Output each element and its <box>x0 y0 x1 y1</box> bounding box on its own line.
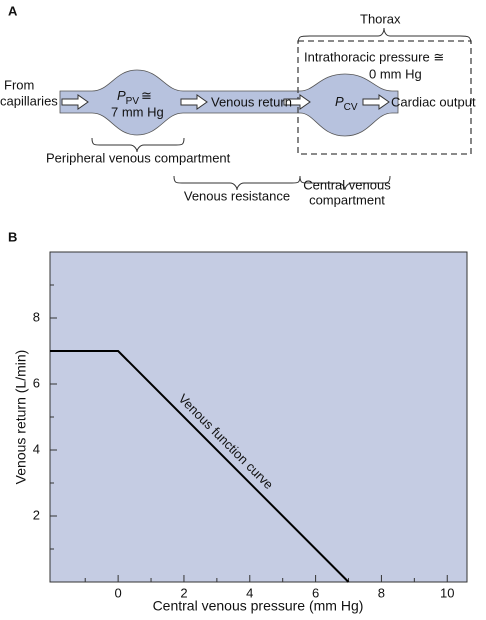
source-label: From <box>4 77 34 92</box>
cardiac-output-label: Cardiac output <box>391 94 476 109</box>
central-compartment-label: Central venous <box>303 177 391 192</box>
y-tick-label: 8 <box>33 309 40 324</box>
flow-arrows <box>61 94 390 110</box>
y-axis-label: Venous return (L/min) <box>13 350 29 485</box>
x-tick-label: 0 <box>115 585 122 600</box>
panel-label: B <box>8 229 17 244</box>
pressure-relation: ≅ <box>141 88 152 103</box>
x-tick-label: 10 <box>440 585 454 600</box>
intrathoracic-label: 0 mm Hg <box>369 66 422 81</box>
peripheral-pressure-value: 7 mm Hg <box>111 104 164 119</box>
central-pressure: PCV <box>335 94 358 112</box>
pressure-subscript: CV <box>344 102 358 113</box>
venous-return-label: Venous return <box>211 94 292 109</box>
x-axis-label: Central venous pressure (mm Hg) <box>153 598 364 614</box>
intrathoracic-label: Intrathoracic pressure ≅ <box>304 49 444 64</box>
x-tick-label: 2 <box>180 585 187 600</box>
panel-label: A <box>8 3 18 18</box>
thorax-label: Thorax <box>360 11 401 26</box>
y-tick-label: 4 <box>33 441 40 456</box>
peripheral-compartment-label: Peripheral venous compartment <box>46 150 231 165</box>
pressure-subscript: PV <box>126 96 140 107</box>
pressure-symbol: P <box>335 94 344 109</box>
peripheral-pressure: PPV ≅ <box>117 88 152 106</box>
x-tick-label: 4 <box>246 585 253 600</box>
x-tick-label: 6 <box>312 585 319 600</box>
y-tick-label: 2 <box>33 507 40 522</box>
braces <box>91 27 472 191</box>
central-compartment-label: compartment <box>309 192 385 207</box>
thorax-box <box>297 40 472 155</box>
y-tick-label: 6 <box>33 375 40 390</box>
x-tick-label: 8 <box>378 585 385 600</box>
pressure-symbol: P <box>117 88 126 103</box>
venous-resistance-label: Venous resistance <box>184 188 290 203</box>
vessel <box>59 69 399 137</box>
source-label: capillaries <box>0 93 58 108</box>
line <box>50 350 350 583</box>
plot-area <box>49 251 468 583</box>
vessel-diagram: A From capillaries PPV ≅ 7 mm Hg Venous r… <box>0 3 476 207</box>
